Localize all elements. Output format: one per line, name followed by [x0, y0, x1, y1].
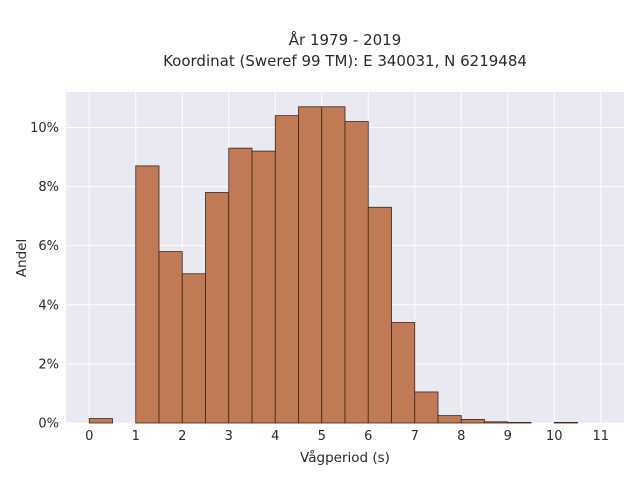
x-tick-label: 2 [178, 429, 186, 444]
y-tick-label: 0% [38, 417, 59, 432]
histogram-bar [391, 322, 416, 424]
histogram-bar [484, 421, 509, 424]
y-tick-label: 6% [38, 239, 59, 254]
histogram-bar [205, 192, 230, 424]
histogram-bar [437, 415, 462, 424]
histogram-bar [228, 147, 253, 424]
x-tick-label: 5 [318, 429, 326, 444]
y-axis-ticks: 0% 2% 4% 6% 8% 10% [30, 121, 59, 432]
y-tick-label: 8% [38, 180, 59, 195]
x-tick-label: 9 [504, 429, 512, 444]
x-tick-label: 8 [457, 429, 465, 444]
histogram-bar [367, 206, 392, 424]
y-axis-label: Andel [14, 239, 30, 277]
x-tick-label: 7 [411, 429, 419, 444]
histogram-bar [298, 106, 323, 424]
x-tick-label: 4 [271, 429, 279, 444]
histogram-bar [321, 106, 346, 424]
x-tick-label: 0 [85, 429, 93, 444]
x-axis-label: Vågperiod (s) [300, 449, 390, 466]
chart-subtitle: Koordinat (Sweref 99 TM): E 340031, N 62… [163, 52, 527, 70]
histogram-bar [414, 391, 439, 424]
y-tick-label: 4% [38, 298, 59, 313]
histogram-bar [553, 422, 578, 424]
x-tick-label: 10 [546, 429, 563, 444]
histogram-bar [181, 273, 206, 424]
y-tick-label: 10% [30, 121, 59, 136]
y-tick-label: 2% [38, 357, 59, 372]
histogram-bar [274, 115, 299, 424]
histogram-bar [460, 419, 485, 424]
histogram-bar [135, 165, 160, 424]
histogram-bar [88, 418, 113, 424]
x-tick-label: 6 [364, 429, 372, 444]
x-tick-label: 1 [132, 429, 140, 444]
x-tick-label: 3 [225, 429, 233, 444]
histogram-bar [507, 422, 532, 424]
histogram-bar [251, 150, 276, 424]
histogram-bar [344, 121, 369, 424]
chart-title: År 1979 - 2019 [289, 30, 402, 49]
histogram-bar [158, 251, 183, 424]
x-tick-label: 11 [592, 429, 609, 444]
x-axis-ticks: 0 1 2 3 4 5 6 7 8 9 10 11 [85, 429, 609, 444]
bars [88, 106, 578, 424]
